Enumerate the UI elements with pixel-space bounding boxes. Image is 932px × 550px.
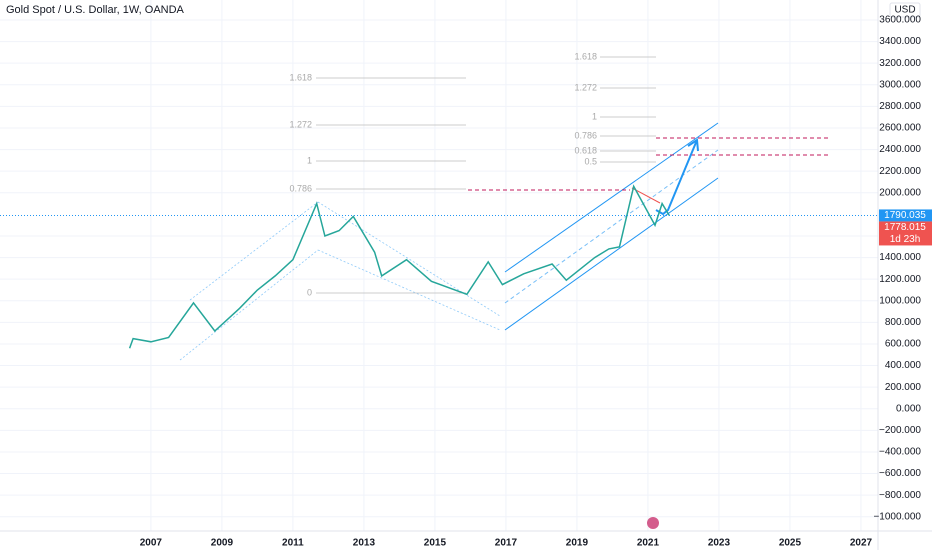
y-tick-label: 800.000 <box>885 317 922 328</box>
x-tick-label: 2013 <box>353 538 376 549</box>
x-tick-label: 2009 <box>211 538 234 549</box>
y-tick-label: 2800.000 <box>879 101 921 112</box>
fib-label: 1 <box>307 155 312 165</box>
currency[interactable]: USD <box>894 5 915 16</box>
fib-label: 0.786 <box>574 130 597 140</box>
y-tick-label: 0.000 <box>896 403 921 414</box>
countdown: 1d 23h <box>890 234 921 245</box>
y-tick-label: −200.000 <box>879 425 921 436</box>
y-tick-label: 3400.000 <box>879 36 921 47</box>
logo <box>647 517 659 529</box>
fib-label: 1.272 <box>574 82 597 92</box>
ask-label: 1778.015 <box>884 222 926 233</box>
y-tick-label: 1200.000 <box>879 274 921 285</box>
bid-box <box>879 209 932 222</box>
fib-label: 1 <box>592 111 597 121</box>
x-tick-label: 2021 <box>637 538 660 549</box>
channel-old <box>189 201 319 301</box>
drawings <box>179 122 828 361</box>
x-tick-label: 2027 <box>850 538 873 549</box>
fib-label: 0.618 <box>574 145 597 155</box>
channel-lower <box>504 177 719 331</box>
y-tick-label: 1000.000 <box>879 295 921 306</box>
channel-upper <box>504 122 719 273</box>
x-tick-label: 2019 <box>566 538 589 549</box>
bid-label: 1790.035 <box>884 210 926 221</box>
fib-label: 0.786 <box>289 183 312 193</box>
y-tick-label: 2200.000 <box>879 166 921 177</box>
channel-old <box>317 249 501 331</box>
fib-label: 0 <box>307 287 312 297</box>
fib-label: 1.618 <box>289 72 312 82</box>
fib-label: 1.272 <box>289 119 312 129</box>
y-tick-label: 2400.000 <box>879 144 921 155</box>
y-tick-label: 600.000 <box>885 339 922 350</box>
grid <box>0 0 878 531</box>
y-tick-label: 3000.000 <box>879 79 921 90</box>
y-tick-label: 2000.000 <box>879 187 921 198</box>
x-tick-label: 2023 <box>708 538 731 549</box>
y-tick-label: −800.000 <box>879 490 921 501</box>
fib-label: 1.618 <box>574 51 597 61</box>
fib-label: 0.5 <box>584 156 597 166</box>
channel-old <box>179 249 319 361</box>
x-tick-label: 2015 <box>424 538 447 549</box>
currency-button[interactable] <box>889 2 921 18</box>
y-tick-label: 3600.000 <box>879 15 921 26</box>
x-tick-label: 2017 <box>495 538 518 549</box>
y-tick-label: 200.000 <box>885 382 922 393</box>
y-tick-label: −400.000 <box>879 447 921 458</box>
chart-title: Gold Spot / U.S. Dollar, 1W, OANDA <box>6 4 185 16</box>
y-tick-label: 1400.000 <box>879 252 921 263</box>
y-tick-label: −1000.000 <box>873 511 921 522</box>
x-tick-label: 2011 <box>282 538 304 549</box>
price-line <box>128 184 670 349</box>
x-tick-label: 2007 <box>140 538 163 549</box>
arrow-head <box>687 138 699 152</box>
y-tick-label: 3200.000 <box>879 58 921 69</box>
y-tick-label: 2600.000 <box>879 123 921 134</box>
ask-box <box>879 221 932 246</box>
y-tick-label: −600.000 <box>879 468 921 479</box>
y-tick-label: 400.000 <box>885 360 922 371</box>
x-tick-label: 2025 <box>779 538 802 549</box>
